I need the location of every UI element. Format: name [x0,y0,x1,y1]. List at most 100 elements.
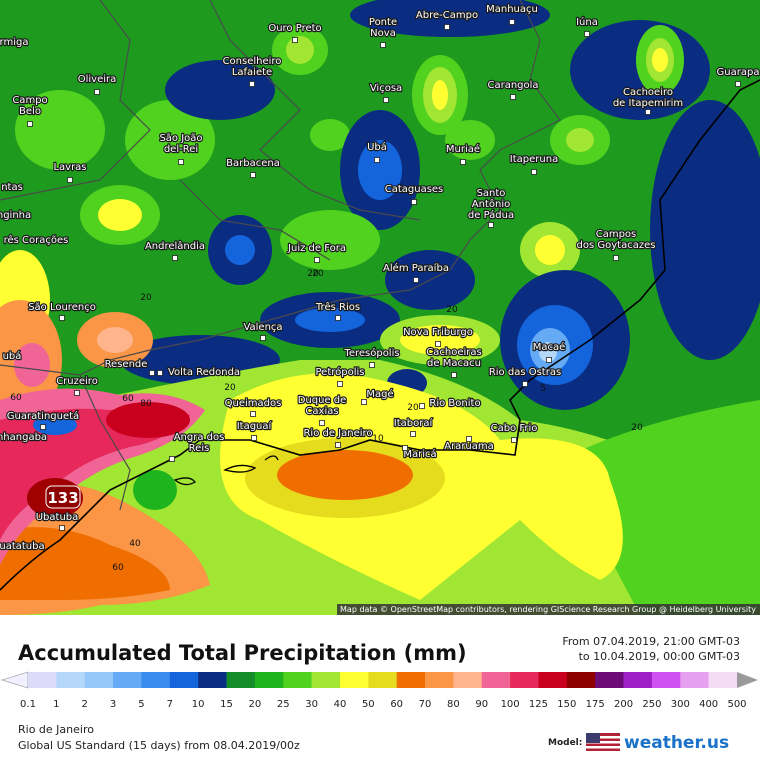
colorbar-tick-label: 15 [220,699,233,710]
city-label: Cachoeiras de Macacu [426,347,481,369]
city-line: Abre-Campo [416,10,478,21]
city-dot [59,315,65,321]
colorbar-box [680,672,709,688]
map: Ouro Preto Ponte Nova Abre-Campo Manhuaçu Iún… [0,0,760,615]
city-line: Conselheiro [223,56,282,67]
city-line: Lafaiete [232,67,272,78]
city-line: Angra dos [174,432,225,443]
city-dot [292,37,298,43]
city-label: São João del-Rei [159,133,202,155]
coastline [0,79,760,591]
city-dot [522,381,528,387]
flag [586,733,620,751]
city-line: nginha [0,210,31,221]
city-label: Cabo Frio [491,423,538,434]
city-dot [335,442,341,448]
colorbar-tick-label: 60 [390,699,403,710]
city-label: Campo Belo [12,95,47,117]
city-dot [451,372,457,378]
city-line: Ubá [367,141,387,153]
city-label: Além Paraíba [383,262,449,274]
attribution-bg [337,604,760,615]
colorbar-box [481,672,511,688]
model-label: Model: [548,738,582,748]
city-line: Itaperuna [510,154,558,165]
contour-label: 10 [372,434,384,444]
city-dot [488,222,494,228]
city-dot [337,381,343,387]
city-label: Oliveira [78,74,117,85]
city-line: Teresópolis [343,347,399,359]
borders [0,0,561,511]
city-line: Rio das Ostras [489,367,561,378]
city-line: Antônio [472,198,510,210]
city-label: Nova Friburgo [403,327,473,338]
colorbar-tick-label: 175 [586,699,605,710]
city-line: São João [159,133,202,144]
colorbar-box [28,672,57,688]
city-dot [250,172,256,178]
city-dot [369,362,375,368]
city-dot [419,403,425,409]
city-label: Barbacena [226,158,280,169]
city-label: Juiz de Fora [287,243,346,254]
city-dot [374,157,380,163]
city-line: de Pádua [468,209,514,221]
city-dot [383,97,389,103]
city-dot [169,456,175,462]
city-line: Cataguases [385,184,444,195]
city-line: Juiz de Fora [287,243,346,254]
city-line: Volta Redonda [168,367,240,378]
contour-label: 60 [10,393,22,403]
city-label: rmiga [0,37,28,48]
contour-label: 20 [407,403,419,413]
precip-fields [0,0,760,615]
contour-label: 20 [631,423,643,433]
city-label: Queimados [225,398,282,409]
city-dot [466,436,472,442]
city-dot [250,411,256,417]
city-line: Valença [243,322,282,333]
city-dot [402,445,408,451]
colorbar-box [226,672,256,688]
islands [173,455,279,486]
city-line: de Itapemirim [613,98,683,109]
city-line: Duque de [298,395,347,406]
city-label: Rio de Janeiro [303,428,372,439]
city-line: Magé [366,388,393,400]
colorbar-tick-label: 30 [305,699,318,710]
city-label: Santo Antônio de Pádua [468,188,514,221]
city-line: uatatuba [0,541,45,552]
city-label: Viçosa [370,83,402,94]
colorbar-tick-label: 200 [614,699,633,710]
city-dot [444,24,450,30]
city-label: Iúna [576,16,598,28]
colorbar-tick-label: 10 [192,699,205,710]
city-dot [460,159,466,165]
max-label: 133 [47,489,78,507]
city-line: Campos [596,229,637,240]
city-line: Rio Bonito [429,398,480,409]
city-label: Ouro Preto [268,23,321,34]
colorbar-box [538,672,568,688]
colorbar-tick-label: 400 [699,699,718,710]
city-line: Itaboraí [394,417,434,429]
city-label: nginha [0,210,31,221]
city-label: Lavras [53,162,86,173]
city-line: Além Paraíba [383,262,449,274]
contour-label: 80 [140,399,152,409]
city-dot [260,335,266,341]
city-line: Muriaé [446,143,480,155]
city-line: Andrelândia [145,240,205,252]
city-dot [735,81,741,87]
city-dot [411,199,417,205]
city-line: Caxias [305,406,338,417]
city-label: Cruzeiro [56,376,98,387]
city-label: Conselheiro Lafaiete [223,56,282,78]
city-line: Ouro Preto [268,23,321,34]
colorbar-tick-label: 125 [529,699,548,710]
city-label: Campos dos Goytacazes [577,229,656,251]
city-label: Ubá [367,141,387,153]
city-label: nhangaba [0,432,47,443]
city-label: Guaratinguetá [7,410,79,422]
